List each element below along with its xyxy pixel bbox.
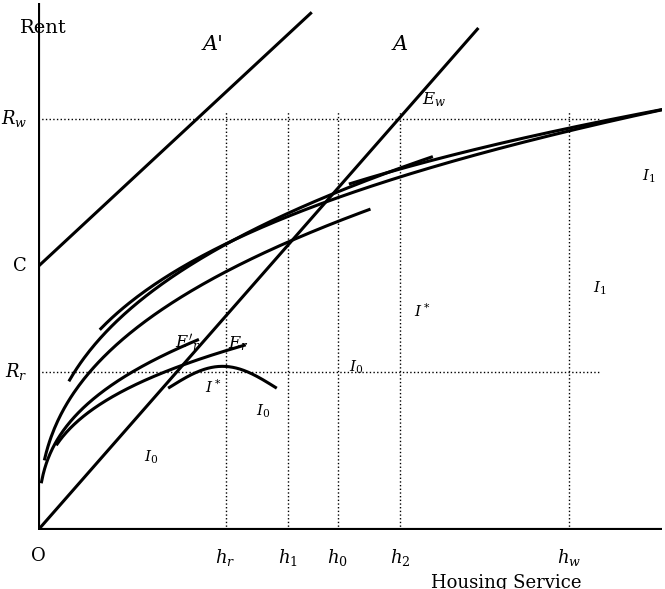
- Text: $h_2$: $h_2$: [390, 547, 410, 568]
- Text: C: C: [13, 257, 27, 275]
- Text: $I^*$: $I^*$: [205, 378, 221, 396]
- Text: $h_r$: $h_r$: [215, 547, 235, 568]
- Text: $E_r$: $E_r$: [228, 334, 248, 353]
- Text: $R_r$: $R_r$: [5, 361, 27, 382]
- Text: $I_0$: $I_0$: [349, 359, 364, 376]
- Text: A': A': [203, 35, 223, 54]
- Text: $E_w$: $E_w$: [422, 90, 447, 108]
- Text: $h_w$: $h_w$: [557, 547, 581, 568]
- Text: $E'_r$: $E'_r$: [176, 332, 201, 353]
- Text: $I_1$: $I_1$: [642, 167, 656, 185]
- Text: A: A: [392, 35, 408, 54]
- Text: $R_w$: $R_w$: [1, 108, 27, 129]
- Text: O: O: [31, 547, 46, 564]
- Text: $h_0$: $h_0$: [327, 547, 348, 568]
- Text: $I_0$: $I_0$: [256, 403, 270, 421]
- Text: $h_1$: $h_1$: [278, 547, 298, 568]
- Text: $I^*$: $I^*$: [414, 302, 430, 319]
- Text: $I_0$: $I_0$: [144, 448, 158, 465]
- Text: Rent: Rent: [20, 19, 66, 37]
- Text: $I_1$: $I_1$: [593, 280, 606, 297]
- Text: Housing Service: Housing Service: [431, 574, 581, 589]
